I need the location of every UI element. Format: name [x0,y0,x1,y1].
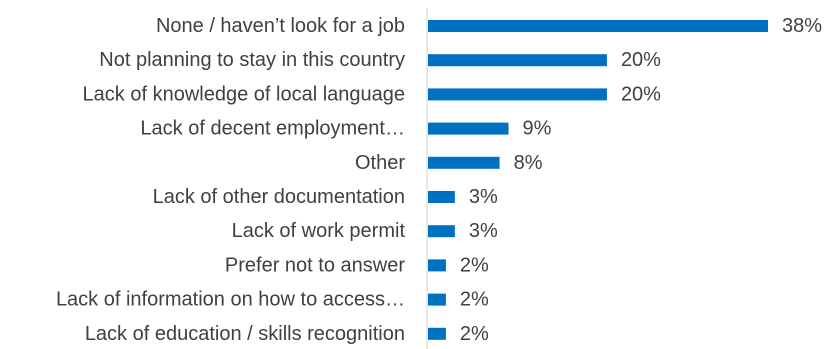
bar [428,54,607,67]
data-label: 8% [514,152,543,174]
bar [428,122,509,135]
data-label: 2% [460,289,489,311]
bar [428,327,446,340]
bars-group [428,20,768,340]
bar [428,88,607,101]
data-label: 9% [523,118,552,140]
data-label: 3% [469,220,498,242]
data-label: 20% [621,49,661,71]
data-label: 2% [460,323,489,345]
category-label: Lack of other documentation [153,186,405,208]
bar [428,225,455,238]
category-label: Not planning to stay in this country [99,49,405,71]
bar [428,293,446,306]
category-label: None / haven’t look for a job [156,15,405,37]
category-label: Other [355,152,405,174]
category-label: Lack of decent employment… [140,118,405,140]
category-label: Prefer not to answer [225,254,405,276]
value-labels-group: 38% 20% 20% 9% 8% 3% 3% 2% 2% 2% [460,15,822,345]
bar [428,191,455,203]
category-label: Lack of work permit [232,220,406,242]
bar [428,259,446,272]
bar [428,156,500,169]
data-label: 2% [460,254,489,276]
category-label: Lack of education / skills recognition [85,323,405,345]
category-labels-group: None / haven’t look for a job Not plannin… [56,15,406,345]
data-label: 3% [469,186,498,208]
category-label: Lack of knowledge of local language [83,83,405,105]
data-label: 38% [782,15,822,37]
category-label: Lack of information on how to access… [56,289,405,311]
data-label: 20% [621,83,661,105]
bar [428,20,768,32]
